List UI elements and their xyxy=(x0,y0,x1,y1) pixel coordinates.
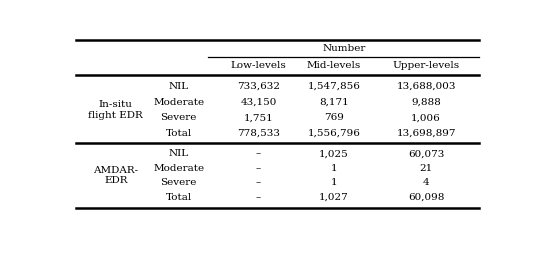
Text: NIL: NIL xyxy=(169,82,189,91)
Text: 1,025: 1,025 xyxy=(319,150,349,158)
Text: Total: Total xyxy=(166,129,192,138)
Text: 733,632: 733,632 xyxy=(237,82,280,91)
Text: 13,698,897: 13,698,897 xyxy=(397,129,456,138)
Text: Moderate: Moderate xyxy=(153,98,204,107)
Text: NIL: NIL xyxy=(169,150,189,158)
Text: 1,556,796: 1,556,796 xyxy=(307,129,360,138)
Text: Number: Number xyxy=(322,44,366,53)
Text: 1,547,856: 1,547,856 xyxy=(307,82,360,91)
Text: 4: 4 xyxy=(423,178,430,187)
Text: AMDAR-
EDR: AMDAR- EDR xyxy=(93,166,138,185)
Text: Severe: Severe xyxy=(161,113,197,122)
Text: Severe: Severe xyxy=(161,178,197,187)
Text: 60,098: 60,098 xyxy=(408,193,444,202)
Text: 13,688,003: 13,688,003 xyxy=(397,82,456,91)
Text: –: – xyxy=(256,150,261,158)
Text: In-situ
flight EDR: In-situ flight EDR xyxy=(89,100,143,120)
Text: 1,027: 1,027 xyxy=(319,193,349,202)
Text: Total: Total xyxy=(166,193,192,202)
Text: Low-levels: Low-levels xyxy=(230,61,286,70)
Text: 1: 1 xyxy=(331,164,337,173)
Text: Upper-levels: Upper-levels xyxy=(393,61,460,70)
Text: Moderate: Moderate xyxy=(153,164,204,173)
Text: 1: 1 xyxy=(331,178,337,187)
Text: 21: 21 xyxy=(419,164,433,173)
Text: 60,073: 60,073 xyxy=(408,150,444,158)
Text: –: – xyxy=(256,164,261,173)
Text: 43,150: 43,150 xyxy=(240,98,276,107)
Text: Mid-levels: Mid-levels xyxy=(307,61,361,70)
Text: 1,751: 1,751 xyxy=(243,113,273,122)
Text: –: – xyxy=(256,193,261,202)
Text: 9,888: 9,888 xyxy=(411,98,441,107)
Text: 769: 769 xyxy=(324,113,344,122)
Text: 778,533: 778,533 xyxy=(237,129,280,138)
Text: 1,006: 1,006 xyxy=(411,113,441,122)
Text: –: – xyxy=(256,178,261,187)
Text: 8,171: 8,171 xyxy=(319,98,349,107)
